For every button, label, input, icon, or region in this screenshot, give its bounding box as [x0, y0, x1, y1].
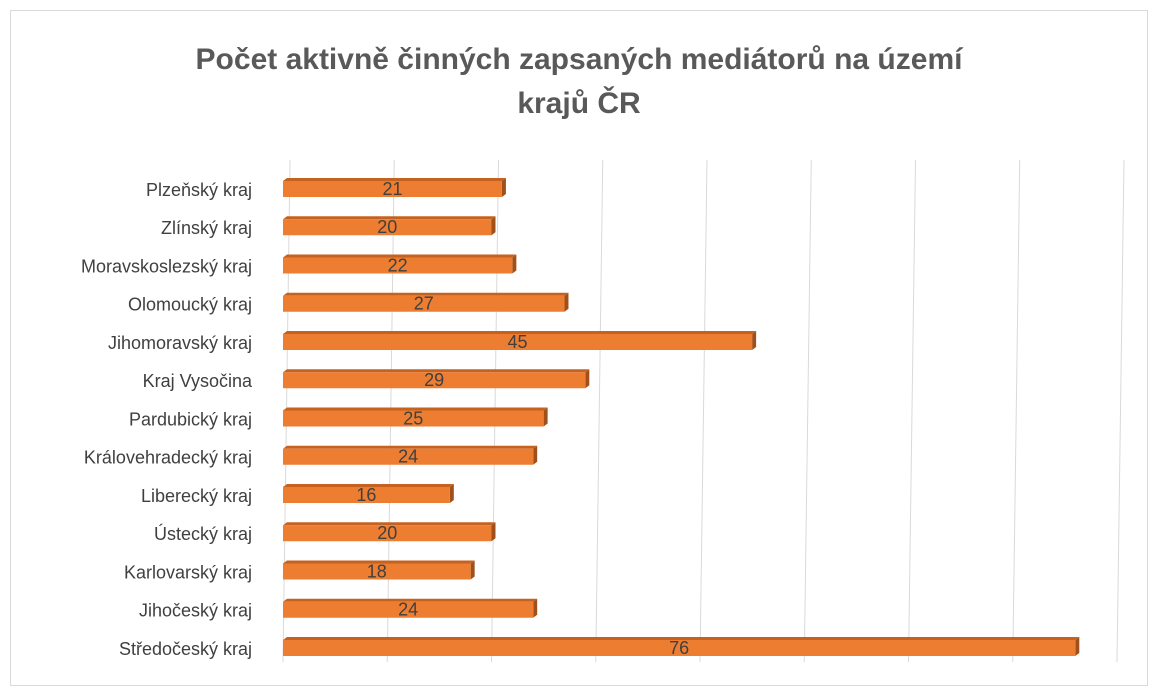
chart-frame [10, 10, 1148, 686]
data-label: 24 [398, 447, 418, 467]
bar-side [543, 407, 548, 427]
grid-line [803, 159, 812, 663]
data-label: 20 [377, 523, 397, 543]
bar-top [283, 216, 496, 220]
data-label: 27 [414, 294, 434, 314]
chart-title: Počet aktivně činných zapsaných mediátor… [195, 43, 963, 120]
bar-side [564, 292, 569, 312]
bar [283, 525, 492, 542]
bar-top [283, 369, 590, 373]
bar-top [283, 484, 454, 487]
bar-top [283, 522, 496, 526]
y-tick-label: Ústecký kraj [154, 523, 252, 544]
bar-side [533, 598, 538, 618]
bar-side [491, 522, 496, 542]
bar [283, 295, 565, 312]
bar-top [283, 637, 1080, 640]
y-tick-label: Královehradecký kraj [84, 448, 252, 468]
y-tick-label: Kraj Vysočina [143, 371, 253, 391]
bar-top [283, 598, 538, 602]
data-label: 22 [388, 255, 408, 275]
bar [283, 601, 534, 618]
bar-side [585, 369, 590, 389]
y-tick-label: Liberecký kraj [141, 486, 252, 506]
grid-line [908, 159, 916, 663]
bar [283, 640, 1076, 656]
y-tick-label: Středočeský kraj [119, 639, 252, 659]
y-tick-label: Jihomoravský kraj [108, 333, 252, 353]
bar-side [501, 178, 506, 197]
y-tick-label: Jihočeský kraj [139, 601, 252, 621]
bar-side [449, 484, 454, 503]
data-label: 21 [382, 179, 402, 199]
bar-side [512, 254, 517, 274]
bar-side [491, 216, 496, 236]
bar-side [1075, 637, 1080, 656]
data-label: 20 [377, 217, 397, 237]
bar-top [283, 407, 548, 411]
bar-top [283, 254, 517, 258]
bar [283, 257, 513, 274]
y-tick-label: Plzeňský kraj [146, 180, 252, 200]
bar [283, 334, 753, 350]
y-tick-label: Moravskoslezský kraj [81, 256, 252, 276]
bar [283, 181, 502, 197]
y-tick-label: Zlínský kraj [161, 218, 252, 238]
y-tick-label: Pardubický kraj [129, 409, 252, 429]
data-label: 76 [669, 638, 689, 658]
bar-side [470, 560, 475, 580]
data-label: 25 [403, 408, 423, 428]
grid-line [595, 159, 604, 663]
data-label: 24 [398, 600, 418, 620]
grid-line [699, 159, 708, 663]
bar-side [752, 331, 757, 350]
bar-top [283, 292, 569, 296]
bar-top [283, 445, 538, 449]
bar [283, 372, 586, 389]
data-label: 29 [424, 370, 444, 390]
bar-top [283, 331, 757, 334]
data-label: 45 [508, 332, 528, 352]
bar-side [533, 445, 538, 465]
grid-line [1012, 159, 1021, 663]
bar [283, 410, 544, 427]
bar [283, 487, 450, 503]
bar [283, 563, 471, 580]
y-tick-label: Olomoucký kraj [128, 295, 252, 315]
data-label: 16 [356, 485, 376, 505]
data-label: 18 [367, 561, 387, 581]
bar [283, 219, 492, 236]
bar [283, 448, 534, 465]
bar-top [283, 560, 475, 564]
y-tick-label: Karlovarský kraj [124, 562, 252, 582]
grid-line [1116, 159, 1125, 663]
bar-top [283, 178, 506, 181]
